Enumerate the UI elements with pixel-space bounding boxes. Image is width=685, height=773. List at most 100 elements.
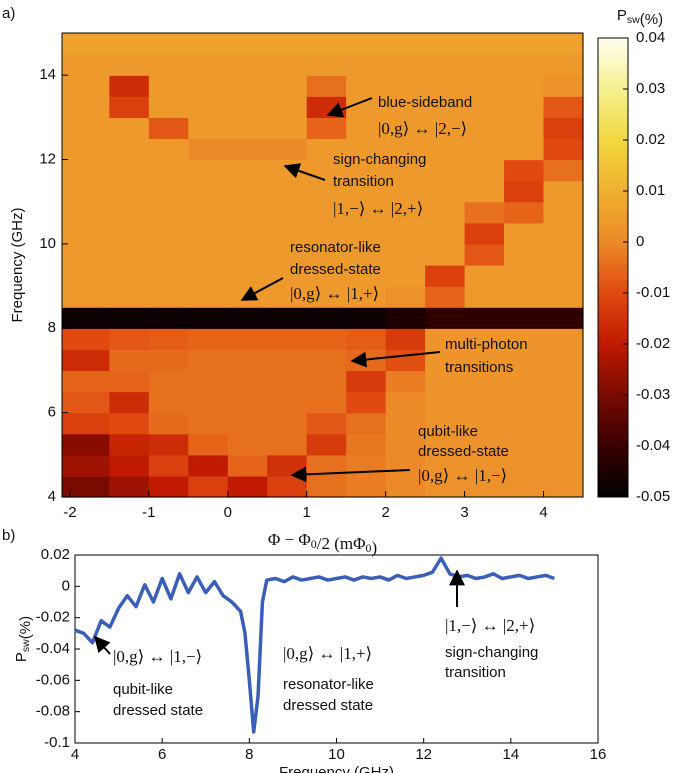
heatmap-cell (385, 243, 426, 266)
heatmap-cell (464, 328, 505, 350)
heatmap-cell (543, 33, 584, 55)
heatmap-cell (227, 138, 268, 161)
heatmap-cell (504, 201, 545, 224)
heatmap-cell (109, 328, 150, 350)
heatmap-cell (109, 349, 150, 372)
heatmap-cell (109, 265, 150, 287)
annotation: sign-changing (445, 644, 538, 661)
heatmap-cell (543, 222, 584, 245)
heatmap-cell (62, 412, 110, 435)
heatmap-cell (148, 33, 189, 55)
heatmap-cell (425, 349, 466, 372)
heatmap-cell (148, 412, 189, 435)
heatmap-cell (504, 391, 545, 414)
heatmap-cell (227, 180, 268, 203)
heatmap-cell (504, 159, 545, 182)
heatmap-cell (267, 433, 308, 456)
y-tick-label: -0.04 (36, 640, 70, 657)
heatmap-cell (425, 328, 466, 350)
heatmap-cell (464, 138, 505, 161)
colorbar-tick-label: 0.04 (636, 29, 665, 46)
heatmap-cell (346, 54, 387, 76)
heatmap-cell (188, 222, 229, 245)
heatmap-cell (188, 243, 229, 266)
heatmap-cell (62, 54, 110, 76)
heatmap-cell (543, 433, 584, 456)
heatmap-cell (188, 75, 229, 97)
heatmap-cell (346, 370, 387, 393)
heatmap-cell (464, 54, 505, 76)
heatmap-cell (62, 33, 110, 55)
heatmap-cell (464, 201, 505, 224)
heatmap-cell (148, 286, 189, 308)
heatmap-cell (188, 412, 229, 435)
heatmap-cell (425, 286, 466, 308)
colorbar-tick-label: -0.04 (636, 437, 670, 454)
heatmap-cell (109, 370, 150, 393)
heatmap-cell (227, 454, 268, 477)
heatmap-cell (148, 328, 189, 350)
x-tick-label: 4 (71, 746, 79, 763)
heatmap-cell (346, 328, 387, 350)
annotation: dressed-state (418, 443, 509, 460)
heatmap-cell (504, 412, 545, 435)
annotation: |0,g⟩ ↔ |1,−⟩ (418, 466, 507, 485)
heatmap-cell (227, 412, 268, 435)
heatmap-cell (464, 454, 505, 477)
heatmap-cell (385, 370, 426, 393)
heatmap-cell (109, 475, 150, 498)
x-axis-label: Frequency (GHz) (279, 764, 394, 773)
heatmap-cell (267, 180, 308, 203)
heatmap-cell (346, 75, 387, 97)
heatmap-cell (306, 328, 347, 350)
annotation: |0,g⟩ ↔ |1,−⟩ (113, 647, 202, 666)
heatmap-cell (227, 117, 268, 140)
heatmap-cell (346, 201, 387, 224)
x-tick-label: 4 (539, 504, 547, 521)
heatmap-cell (385, 54, 426, 76)
heatmap-cell (464, 265, 505, 287)
heatmap-cell (504, 349, 545, 372)
heatmap-cell (109, 33, 150, 55)
heatmap-cell (464, 349, 505, 372)
annotation: dressed state (283, 697, 373, 714)
heatmap-cell (425, 201, 466, 224)
x-tick-label: 2 (381, 504, 389, 521)
data-line (74, 556, 556, 734)
heatmap-cell (267, 54, 308, 76)
heatmap-cell (148, 454, 189, 477)
heatmap-cell (62, 454, 110, 477)
annotation: multi-photon (445, 336, 528, 353)
y-tick-label: 0 (62, 577, 70, 594)
heatmap-cell (109, 54, 150, 76)
heatmap-cell (346, 117, 387, 140)
heatmap-cell (267, 201, 308, 224)
heatmap-cell (148, 201, 189, 224)
heatmap-cell (227, 370, 268, 393)
annotation: |0,g⟩ ↔ |1,+⟩ (283, 644, 372, 663)
heatmap-cell (425, 454, 466, 477)
heatmap-cell (227, 328, 268, 350)
heatmap-cell (227, 96, 268, 118)
heatmap-cell (267, 243, 308, 266)
heatmap-cell (62, 117, 110, 140)
y-tick-label: 12 (39, 151, 56, 168)
heatmap-cell (425, 475, 466, 498)
y-tick-label: 14 (39, 66, 56, 83)
heatmap-cell (227, 201, 268, 224)
heatmap-cell (306, 33, 347, 55)
heatmap-cell (464, 412, 505, 435)
annotation: sign-changing (333, 151, 426, 168)
heatmap-cell (385, 222, 426, 245)
y-tick-label: -0.08 (36, 703, 70, 720)
heatmap-cell (62, 391, 110, 414)
heatmap-cell (188, 33, 229, 55)
heatmap-cell (425, 433, 466, 456)
heatmap-cell (504, 433, 545, 456)
heatmap-cell (464, 475, 505, 498)
heatmap-cell (543, 370, 584, 393)
heatmap-cell (543, 328, 584, 350)
heatmap-cell (109, 138, 150, 161)
heatmap-cell (306, 96, 347, 118)
heatmap-cell (109, 243, 150, 266)
